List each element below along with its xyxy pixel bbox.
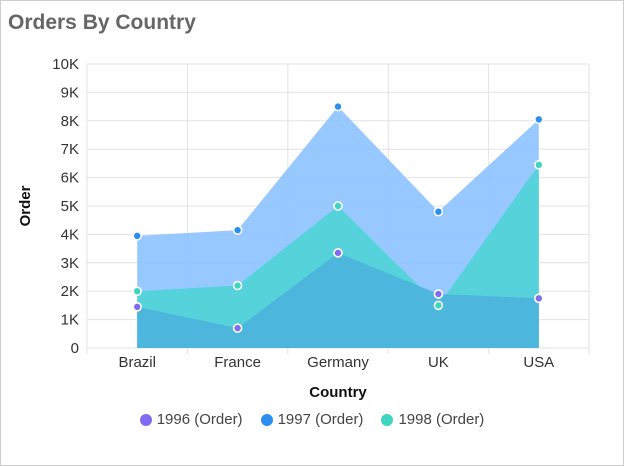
data-point [132, 231, 142, 241]
y-tick-label: 6K [61, 170, 79, 187]
chart-legend: 1996 (Order) 1997 (Order) 1998 (Order) [1, 411, 623, 428]
y-tick-label: 2K [61, 283, 79, 300]
y-tick-label: 5K [61, 198, 79, 215]
data-point [232, 225, 243, 235]
y-tick-label: 1K [61, 312, 79, 329]
data-point [433, 206, 444, 217]
chart-title: Orders By Country [8, 11, 196, 34]
x-axis-title: Country [309, 384, 367, 401]
legend-item[interactable]: 1998 (Order) [381, 411, 484, 428]
x-tick-label: USA [523, 354, 554, 371]
y-tick-label: 0 [71, 340, 79, 357]
data-point [533, 114, 544, 125]
data-point [132, 302, 142, 312]
data-point [232, 323, 243, 333]
x-tick-label: France [214, 354, 261, 371]
x-tick-label: Germany [307, 354, 369, 371]
y-tick-label: 4K [61, 226, 79, 243]
data-point [232, 280, 243, 291]
legend-item[interactable]: 1997 (Order) [260, 411, 364, 428]
data-point [333, 201, 343, 211]
data-point [433, 289, 444, 299]
legend-label: 1996 (Order) [156, 411, 243, 428]
legend-marker [260, 413, 273, 426]
area-chart: 0 1K 2K 3K 4K 5K 6K 7K 8K 9K 10K Brazil France German… [17, 56, 590, 401]
y-tick-label: 9K [61, 84, 79, 101]
data-point [132, 286, 142, 297]
y-axis-title: Order [17, 185, 34, 226]
y-tick-label: 8K [61, 113, 79, 130]
legend-marker [381, 413, 394, 426]
y-tick-label: 7K [61, 141, 79, 158]
data-point [333, 248, 343, 258]
y-tick-label: 10K [52, 56, 79, 73]
legend-label: 1998 (Order) [398, 411, 485, 428]
legend-label: 1997 (Order) [277, 411, 364, 428]
data-point [533, 160, 544, 170]
data-point [333, 101, 343, 112]
y-tick-label: 3K [61, 255, 79, 272]
legend-marker [139, 413, 152, 426]
x-tick-label: UK [428, 354, 449, 371]
x-tick-label: Brazil [118, 354, 156, 371]
data-point [433, 300, 444, 311]
legend-item[interactable]: 1996 (Order) [139, 411, 243, 428]
area-series [137, 252, 539, 348]
data-point [533, 293, 544, 304]
